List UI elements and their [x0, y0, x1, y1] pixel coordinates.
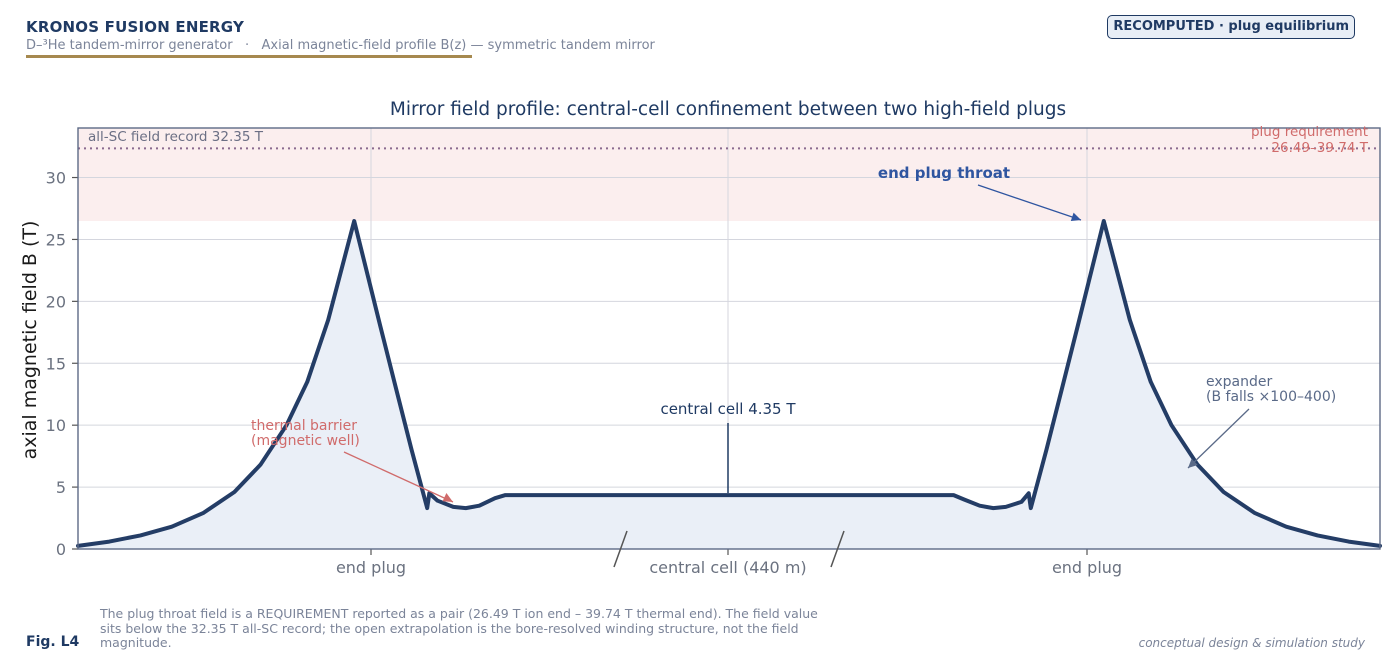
- plot-area: 0 5 10 15 20 25 30: [46, 127, 1382, 559]
- expander-arrowhead: [1188, 458, 1198, 468]
- y-tick-label: 25: [46, 230, 66, 249]
- region-label-right-plug: end plug: [1052, 558, 1122, 577]
- y-tick-label: 10: [46, 416, 66, 435]
- expander-sublabel: (B falls ×100–400): [1206, 389, 1336, 405]
- requirement-band: [78, 128, 1380, 221]
- field-area-fill: [78, 221, 1380, 549]
- expander-arrow: [1187, 408, 1250, 469]
- thermal-barrier-arrowhead: [442, 493, 453, 502]
- y-tick-label: 5: [56, 478, 66, 497]
- figure-number: Fig. L4: [26, 634, 80, 650]
- axis-break-right: [830, 530, 845, 568]
- band-label: plug requirement: [1251, 124, 1368, 140]
- brand-title: KRONOS FUSION ENERGY: [26, 18, 245, 36]
- end-plug-throat-arrow: [977, 184, 1082, 221]
- y-axis-label: axial magnetic field B (T): [19, 221, 41, 460]
- thermal-barrier-arrow: [343, 451, 454, 503]
- field-profile-line: [76, 219, 1382, 548]
- y-tick-label: 30: [46, 169, 66, 188]
- header-rule: [26, 55, 472, 58]
- plot-frame: [77, 127, 1381, 550]
- page-subtitle: D–³He tandem-mirror generator · Axial ma…: [26, 38, 655, 53]
- thermal-barrier-sublabel: (magnetic well): [251, 433, 360, 449]
- field-profile-chart: Mirror field profile: central-cell confi…: [19, 99, 1382, 577]
- study-note: conceptual design & simulation study: [1138, 636, 1365, 650]
- axis-break-left: [613, 530, 628, 568]
- end-plug-throat-arrowhead: [1070, 212, 1081, 221]
- figure-caption: The plug throat field is a REQUIREMENT r…: [100, 606, 818, 650]
- status-badge: RECOMPUTED · plug equilibrium: [1107, 15, 1355, 39]
- region-label-central-cell: central cell (440 m): [649, 558, 806, 577]
- y-tick-label: 0: [56, 540, 66, 559]
- expander-label: expander: [1206, 374, 1272, 390]
- chart-title: Mirror field profile: central-cell confi…: [390, 99, 1066, 120]
- end-plug-throat-label: end plug throat: [878, 164, 1010, 182]
- y-tick-label: 20: [46, 292, 66, 311]
- thermal-barrier-label: thermal barrier: [251, 418, 357, 434]
- y-tick-label: 15: [46, 354, 66, 373]
- central-cell-label: central cell 4.35 T: [660, 400, 796, 418]
- reference-line-label: all-SC field record 32.35 T: [88, 129, 264, 145]
- band-label-range: 26.49–39.74 T: [1271, 140, 1368, 156]
- region-label-left-plug: end plug: [336, 558, 406, 577]
